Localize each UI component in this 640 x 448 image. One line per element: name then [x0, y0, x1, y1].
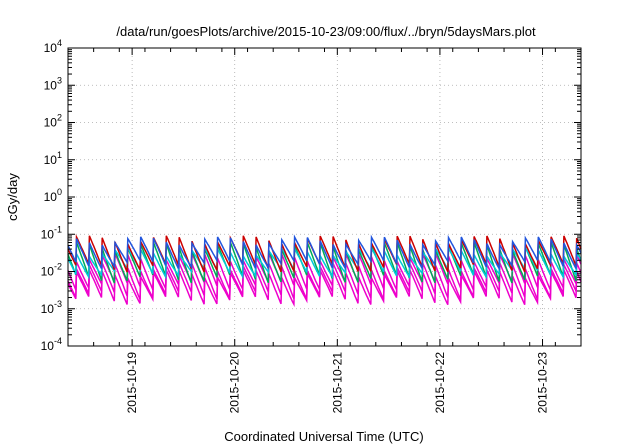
x-tick-label: 2015-10-22 — [433, 352, 447, 414]
y-tick-label: 103 — [44, 75, 62, 92]
x-axis: 2015-10-19 2015-10-20 2015-10-21 2015-10-22… — [67, 48, 582, 414]
chart-title: /data/run/goesPlots/archive/2015-10-23/0… — [116, 24, 536, 39]
y-tick-label: 10-1 — [41, 224, 62, 241]
series-line — [67, 234, 582, 272]
y-tick-label: 10-4 — [41, 336, 62, 353]
grid-lines — [68, 48, 581, 346]
x-tick-label: 2015-10-21 — [330, 352, 344, 414]
x-tick-label: 2015-10-23 — [536, 352, 550, 414]
y-axis-title: cGy/day — [5, 173, 20, 221]
x-axis-title: Coordinated Universal Time (UTC) — [224, 429, 423, 444]
y-tick-label: 101 — [44, 150, 62, 167]
x-tick-label: 2015-10-19 — [125, 352, 139, 414]
y-tick-label: 100 — [44, 187, 62, 204]
y-tick-label: 10-3 — [41, 299, 62, 316]
y-tick-label: 104 — [44, 38, 62, 55]
y-tick-label: 102 — [44, 113, 62, 130]
y-tick-label: 10-2 — [41, 262, 62, 279]
series-line — [67, 234, 582, 274]
data-series — [67, 234, 582, 308]
x-tick-label: 2015-10-20 — [228, 352, 242, 414]
y-axis: 10-4 10-3 10-2 10-1 100 101 102 103 104 — [41, 38, 581, 353]
